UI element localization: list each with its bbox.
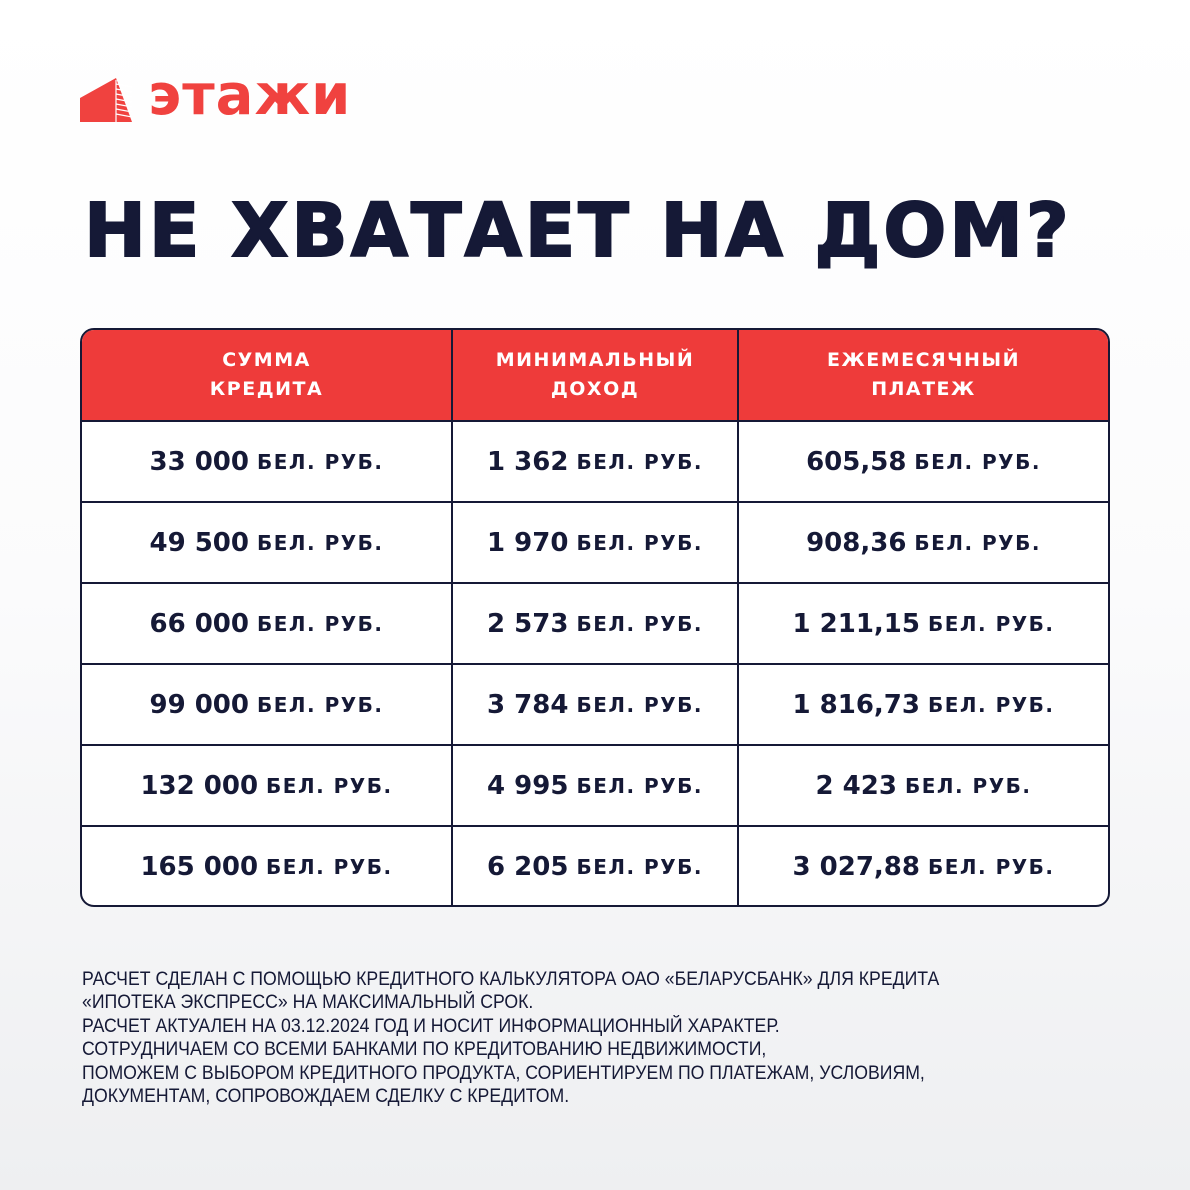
disclaimer-line: РАСЧЕТ СДЕЛАН С ПОМОЩЬЮ КРЕДИТНОГО КАЛЬК… — [82, 969, 940, 990]
cell-monthly-payment: 1 816,73 БЕЛ. РУБ. — [739, 665, 1108, 744]
loan-table: СУММА КРЕДИТА МИНИМАЛЬНЫЙ ДОХОД ЕЖЕМЕСЯЧ… — [80, 328, 1110, 907]
page-title: НЕ ХВАТАЕТ НА ДОМ? — [83, 187, 1072, 275]
currency-unit: БЕЛ. РУБ. — [576, 854, 703, 879]
currency-unit: БЕЛ. РУБ. — [257, 449, 384, 474]
disclaimer-line: РАСЧЕТ АКТУАЛЕН НА 03.12.2024 ГОД И НОСИ… — [82, 1015, 780, 1037]
cell-value: 605,58 — [806, 446, 907, 477]
table-row: 165 000 БЕЛ. РУБ. 6 205 БЕЛ. РУБ. 3 027,88 БЕ… — [82, 825, 1108, 905]
currency-unit: БЕЛ. РУБ. — [257, 692, 384, 717]
cell-value: 3 027,88 — [792, 851, 920, 882]
cell-min-income: 2 573 БЕЛ. РУБ. — [453, 584, 739, 663]
cell-value: 49 500 — [149, 527, 249, 558]
cell-value: 99 000 — [149, 689, 249, 720]
currency-unit: БЕЛ. РУБ. — [576, 611, 703, 636]
currency-unit: БЕЛ. РУБ. — [266, 773, 393, 798]
cell-value: 132 000 — [140, 770, 259, 801]
cell-value: 2 573 — [487, 608, 569, 639]
cell-value: 6 205 — [487, 851, 569, 882]
cell-value: 165 000 — [140, 851, 259, 882]
currency-unit: БЕЛ. РУБ. — [576, 530, 703, 555]
currency-unit: БЕЛ. РУБ. — [927, 611, 1055, 636]
cell-value: 4 995 — [487, 770, 569, 801]
cell-value: 1 362 — [487, 446, 569, 477]
currency-unit: БЕЛ. РУБ. — [257, 530, 384, 555]
cell-value: 66 000 — [149, 608, 249, 639]
currency-unit: БЕЛ. РУБ. — [927, 692, 1055, 717]
currency-unit: БЕЛ. РУБ. — [914, 449, 1041, 474]
table-header: СУММА КРЕДИТА МИНИМАЛЬНЫЙ ДОХОД ЕЖЕМЕСЯЧ… — [82, 330, 1108, 420]
cell-value: 33 000 — [149, 446, 249, 477]
currency-unit: БЕЛ. РУБ. — [266, 854, 393, 879]
brand-name: этажи — [148, 63, 352, 128]
disclaimer-line: ДОКУМЕНТАМ, СОПРОВОЖДАЕМ СДЕЛКУ С КРЕДИТ… — [82, 1086, 570, 1108]
cell-loan-amount: 49 500 БЕЛ. РУБ. — [82, 503, 453, 582]
cell-min-income: 1 970 БЕЛ. РУБ. — [453, 503, 739, 582]
currency-unit: БЕЛ. РУБ. — [914, 530, 1041, 555]
cell-loan-amount: 66 000 БЕЛ. РУБ. — [82, 584, 453, 663]
cell-value: 3 784 — [487, 689, 569, 720]
currency-unit: БЕЛ. РУБ. — [576, 773, 703, 798]
cell-min-income: 6 205 БЕЛ. РУБ. — [453, 827, 739, 905]
cell-min-income: 1 362 БЕЛ. РУБ. — [453, 422, 739, 501]
cell-monthly-payment: 2 423 БЕЛ. РУБ. — [739, 746, 1108, 825]
column-header-monthly-payment: ЕЖЕМЕСЯЧНЫЙ ПЛАТЕЖ — [826, 349, 1021, 400]
currency-unit: БЕЛ. РУБ. — [257, 611, 384, 636]
table-row: 66 000 БЕЛ. РУБ. 2 573 БЕЛ. РУБ. 1 211,15 БЕЛ… — [82, 582, 1108, 663]
cell-value: 2 423 — [815, 770, 897, 801]
disclaimer-line: ПОМОЖЕМ С ВЫБОРОМ КРЕДИТНОГО ПРОДУКТА, С… — [82, 1062, 925, 1084]
cell-monthly-payment: 605,58 БЕЛ. РУБ. — [739, 422, 1108, 501]
cell-monthly-payment: 908,36 БЕЛ. РУБ. — [739, 503, 1108, 582]
disclaimer-line: СОТРУДНИЧАЕМ СО ВСЕМИ БАНКАМИ ПО КРЕДИТО… — [82, 1039, 767, 1061]
column-header-min-income: МИНИМАЛЬНЫЙ ДОХОД — [453, 330, 739, 420]
cell-monthly-payment: 3 027,88 БЕЛ. РУБ. — [739, 827, 1108, 905]
cell-loan-amount: 99 000 БЕЛ. РУБ. — [82, 665, 453, 744]
currency-unit: БЕЛ. РУБ. — [576, 692, 703, 717]
cell-min-income: 3 784 БЕЛ. РУБ. — [453, 665, 739, 744]
cell-loan-amount: 132 000 БЕЛ. РУБ. — [82, 746, 453, 825]
cell-value: 1 816,73 — [792, 689, 920, 720]
cell-min-income: 4 995 БЕЛ. РУБ. — [453, 746, 739, 825]
cell-loan-amount: 165 000 БЕЛ. РУБ. — [82, 827, 453, 905]
cell-value: 1 970 — [487, 527, 569, 558]
currency-unit: БЕЛ. РУБ. — [904, 773, 1032, 798]
cell-loan-amount: 33 000 БЕЛ. РУБ. — [82, 422, 453, 501]
table-row: 132 000 БЕЛ. РУБ. 4 995 БЕЛ. РУБ. 2 423 БЕЛ. … — [82, 744, 1108, 825]
table-row: 49 500 БЕЛ. РУБ. 1 970 БЕЛ. РУБ. 908,36 БЕЛ. … — [82, 501, 1108, 582]
cell-value: 1 211,15 — [792, 608, 920, 639]
currency-unit: БЕЛ. РУБ. — [927, 854, 1055, 879]
column-header-loan-amount: СУММА КРЕДИТА — [82, 330, 453, 420]
cell-value: 908,36 — [806, 527, 907, 558]
brand-logo: этажи — [80, 68, 351, 124]
currency-unit: БЕЛ. РУБ. — [576, 449, 703, 474]
disclaimer: РАСЧЕТ СДЕЛАН С ПОМОЩЬЮ КРЕДИТНОГО КАЛЬК… — [82, 968, 1122, 1108]
cell-monthly-payment: 1 211,15 БЕЛ. РУБ. — [739, 584, 1108, 663]
table-row: 33 000 БЕЛ. РУБ. 1 362 БЕЛ. РУБ. 605,58 БЕЛ. … — [82, 420, 1108, 501]
table-row: 99 000 БЕЛ. РУБ. 3 784 БЕЛ. РУБ. 1 816,73 БЕЛ… — [82, 663, 1108, 744]
disclaimer-line: «ИПОТЕКА ЭКСПРЕСС» НА МАКСИМАЛЬНЫЙ СРОК. — [82, 992, 534, 1014]
building-logo-icon — [80, 78, 132, 122]
